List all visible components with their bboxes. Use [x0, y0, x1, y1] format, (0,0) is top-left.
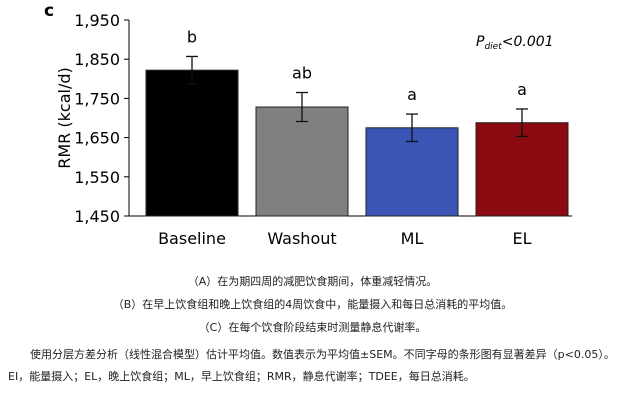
- y-axis-label: RMR (kcal/d): [55, 67, 74, 168]
- y-tick-label: 1,950: [74, 11, 120, 30]
- x-tick-label: Washout: [267, 229, 336, 248]
- caption-c: （C）在每个饮食阶段结束时测量静息代谢率。: [198, 321, 427, 334]
- x-tick-label: EL: [512, 229, 531, 248]
- p-value-subscript: diet: [484, 42, 502, 52]
- bar: [255, 106, 349, 217]
- bar: [145, 69, 239, 217]
- significance-letter: a: [407, 85, 417, 104]
- x-tick-label: ML: [401, 229, 424, 248]
- y-tick-label: 1,850: [74, 50, 120, 69]
- x-tick-label: Baseline: [158, 229, 226, 248]
- y-tick-label: 1,550: [74, 168, 120, 187]
- significance-letter: b: [187, 27, 197, 46]
- caption-b: （B）在早上饮食组和晚上饮食组的4周饮食中，能量摄入和每日总消耗的平均值。: [112, 298, 513, 311]
- rmr-bar-chart: c 1,450 1,550 1,650 1,750 1,850 1,950 b Baseli…: [44, 1, 572, 248]
- y-tick-label: 1,750: [74, 89, 120, 108]
- significance-letter: ab: [292, 64, 312, 83]
- panel-label: c: [44, 1, 54, 21]
- p-value-annotation: Pdiet<0.001: [476, 34, 554, 52]
- y-tick-label: 1,450: [74, 207, 120, 226]
- bar: [365, 127, 459, 217]
- caption-note: 使用分层方差分析（线性混合模型）估计平均值。数值表示为平均值±SEM。不同字母的…: [8, 348, 615, 383]
- caption-a: （A）在为期四周的减肥饮食期间，体重减轻情况。: [187, 275, 438, 288]
- p-value-prefix: P: [476, 34, 485, 50]
- bar: [475, 122, 569, 217]
- y-tick-label: 1,650: [74, 129, 120, 148]
- significance-letter: a: [517, 80, 527, 99]
- p-value-suffix: <0.001: [502, 34, 554, 50]
